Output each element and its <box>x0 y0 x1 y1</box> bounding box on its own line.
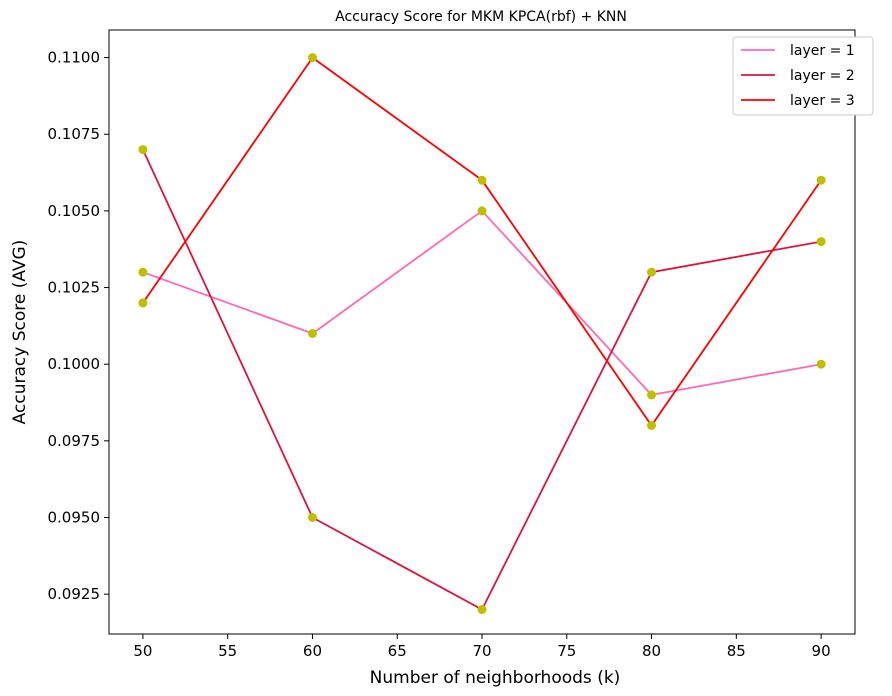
x-tick-label-80: 80 <box>642 642 661 660</box>
x-tick-label-60: 60 <box>303 642 322 660</box>
data-point-s1-60 <box>308 329 317 338</box>
data-point-s1-90 <box>816 359 826 369</box>
y-tick-label-5: 0.1050 <box>48 202 101 220</box>
legend-label-1: layer = 1 <box>790 43 855 59</box>
data-point-s2-80 <box>647 267 656 277</box>
x-tick-label-90: 90 <box>812 642 831 660</box>
legend-label-3: layer = 3 <box>790 93 855 109</box>
x-tick-label-85: 85 <box>727 642 746 660</box>
x-tick-label-70: 70 <box>472 642 491 660</box>
x-axis-title: Number of neighborhoods (k) <box>370 668 621 688</box>
data-point-s2-70 <box>477 605 487 614</box>
series-line-2 <box>142 149 822 611</box>
legend-entries: layer = 1 layer = 2 layer = 3 <box>741 43 855 109</box>
data-point-s1-80 <box>647 390 656 400</box>
series-line-1 <box>142 209 822 396</box>
y-tick-label-0: 0.0925 <box>48 585 101 603</box>
y-axis-title: Accuracy Score (AVG) <box>10 240 30 425</box>
y-tick-label-2: 0.0975 <box>48 432 101 450</box>
x-tick-label-75: 75 <box>557 642 576 660</box>
data-point-s3-50 <box>138 298 148 308</box>
x-tick-label-50: 50 <box>133 642 152 660</box>
x-tick-label-55: 55 <box>218 642 237 660</box>
marker-layer <box>138 53 826 614</box>
plot-frame <box>108 29 856 635</box>
y-axis: 0.0925 0.0950 0.0975 0.1000 0.1025 0.1050 0.10… <box>48 49 109 603</box>
x-tick-label-65: 65 <box>388 642 407 660</box>
legend-box <box>732 36 874 116</box>
series-layer <box>142 56 822 611</box>
data-point-s3-80 <box>647 421 656 430</box>
y-tick-label-3: 0.1000 <box>48 355 101 373</box>
y-tick-label-4: 0.1025 <box>48 279 101 297</box>
x-axis: 50 55 60 65 70 75 80 85 90 <box>133 634 831 660</box>
data-point-s2-90 <box>816 237 826 247</box>
y-tick-label-6: 0.1075 <box>48 125 101 143</box>
data-point-s2-50 <box>138 145 148 155</box>
data-point-s1-70 <box>477 206 487 216</box>
legend-label-2: layer = 2 <box>790 68 855 84</box>
data-point-s3-90 <box>816 175 826 185</box>
y-tick-label-1: 0.0950 <box>48 508 101 526</box>
legend: layer = 1 layer = 2 layer = 3 <box>732 36 874 116</box>
data-point-s1-50 <box>138 267 148 277</box>
y-tick-label-7: 0.1100 <box>48 49 101 67</box>
data-point-s3-60 <box>308 53 317 63</box>
data-point-s3-70 <box>477 175 487 185</box>
chart-title: Accuracy Score for MKM KPCA(rbf) + KNN <box>335 9 627 25</box>
data-point-s2-60 <box>308 513 317 522</box>
